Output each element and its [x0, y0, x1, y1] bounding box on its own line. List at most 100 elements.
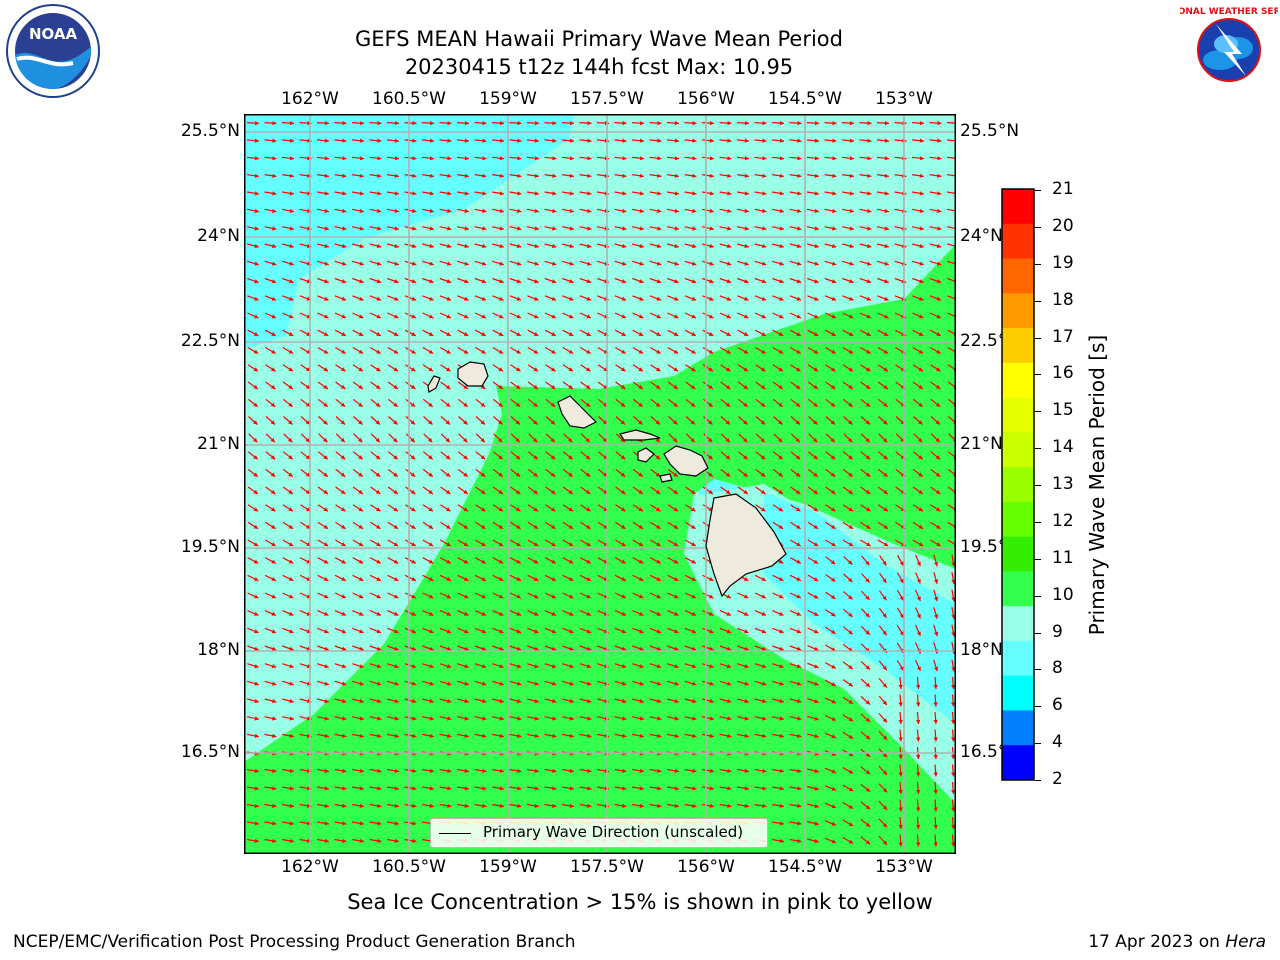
- wave-arrow-head: [951, 842, 955, 847]
- wave-arrow-head: [899, 596, 904, 601]
- wave-arrow-head: [271, 524, 276, 529]
- wave-arrow-head: [796, 524, 801, 529]
- wave-arrow-head: [621, 349, 626, 354]
- wave-arrow-head: [778, 489, 783, 494]
- wave-arrow-head: [936, 542, 941, 546]
- wave-arrow-head: [289, 138, 294, 143]
- wave-arrow-head: [621, 611, 626, 616]
- wave-arrow-head: [744, 296, 749, 301]
- wave-arrow-head: [515, 455, 521, 460]
- wave-arrow-head: [813, 367, 818, 372]
- wave-arrow-head: [638, 349, 644, 354]
- wave-arrow-head: [674, 664, 679, 669]
- wave-arrow-head: [551, 332, 556, 336]
- wave-arrow-head: [796, 646, 802, 651]
- wave-arrow-head: [622, 698, 627, 704]
- wave-arrow-head: [377, 716, 382, 721]
- colorbar-segment: [1002, 397, 1034, 433]
- wave-arrow-head: [639, 716, 644, 721]
- wave-arrow-head: [481, 261, 487, 266]
- wave-arrow-head: [762, 803, 767, 808]
- wave-arrow-head: [796, 681, 802, 686]
- wave-arrow-head: [935, 384, 941, 389]
- wave-arrow-head: [657, 173, 662, 178]
- wave-arrow-head: [481, 611, 486, 616]
- wave-arrow-head: [499, 664, 504, 669]
- colorbar-tick: 12: [1052, 510, 1074, 531]
- wave-arrow-head: [951, 632, 955, 637]
- wave-arrow-head: [709, 156, 714, 161]
- wave-arrow-head: [743, 437, 748, 443]
- wave-arrow-head: [691, 349, 696, 354]
- wave-arrow-head: [429, 681, 434, 686]
- wave-arrow-head: [569, 698, 574, 704]
- wave-arrow-head: [411, 559, 416, 564]
- colorbar-tick: 15: [1052, 400, 1074, 421]
- wave-arrow-head: [916, 631, 921, 636]
- wave-arrow-head: [428, 559, 434, 564]
- wave-arrow-head: [709, 314, 714, 319]
- wave-arrow-head: [411, 332, 416, 336]
- wave-arrow-head: [744, 594, 749, 599]
- wave-arrow-head: [762, 191, 767, 196]
- wave-arrow-head: [726, 594, 731, 599]
- wave-arrow-head: [884, 226, 889, 231]
- wave-arrow-head: [271, 594, 276, 599]
- wave-arrow-head: [883, 402, 888, 407]
- wave-arrow-head: [464, 121, 469, 126]
- legend-label: Primary Wave Direction (unscaled): [483, 823, 744, 841]
- wave-arrow-head: [463, 455, 468, 460]
- wave-arrow-head: [814, 296, 819, 301]
- wave-arrow-head: [884, 156, 889, 161]
- wave-arrow-head: [359, 698, 364, 704]
- wave-arrow-head: [289, 173, 294, 178]
- lat-tick-right: 24°N: [960, 226, 1003, 246]
- wave-arrow-head: [726, 332, 731, 336]
- wave-arrow-head: [534, 138, 539, 143]
- wave-arrow-head: [761, 681, 767, 686]
- wave-arrow-head: [376, 279, 382, 284]
- wave-arrow-head: [253, 455, 258, 460]
- wave-arrow-head: [569, 226, 574, 231]
- wave-arrow-head: [884, 261, 889, 266]
- wave-arrow-head: [760, 420, 765, 425]
- wave-arrow-head: [882, 578, 887, 583]
- wave-arrow-head: [271, 367, 276, 372]
- wave-arrow-head: [586, 349, 591, 354]
- wave-arrow-head: [323, 507, 328, 512]
- wave-arrow-head: [796, 559, 801, 564]
- wave-arrow-head: [552, 698, 557, 704]
- wave-arrow-head: [797, 208, 802, 213]
- wave-arrow-head: [935, 489, 941, 494]
- wave-arrow-head: [656, 279, 662, 284]
- wave-arrow-head: [937, 138, 942, 143]
- wave-arrow-head: [814, 629, 819, 634]
- wave-arrow-head: [708, 455, 713, 460]
- wave-arrow-head: [744, 173, 749, 178]
- wave-arrow-head: [480, 437, 485, 443]
- wave-arrow-head: [586, 681, 592, 686]
- colorbar-segment: [1002, 501, 1034, 538]
- wave-arrow-head: [550, 384, 556, 389]
- wave-arrow-head: [796, 507, 801, 512]
- wave-arrow-head: [761, 349, 766, 354]
- wave-arrow-head: [916, 702, 921, 707]
- wave-arrow-head: [865, 840, 871, 845]
- wave-arrow-head: [464, 733, 469, 738]
- wave-arrow-head: [341, 314, 346, 319]
- wave-arrow-head: [428, 472, 433, 477]
- wave-arrow-head: [377, 768, 382, 773]
- wave-arrow-head: [412, 786, 417, 791]
- wave-arrow-head: [814, 681, 819, 686]
- wave-arrow-head: [586, 664, 592, 669]
- wave-arrow-head: [569, 138, 574, 143]
- wave-arrow-head: [516, 524, 521, 529]
- wave-arrow-head: [481, 559, 486, 564]
- wave-arrow-head: [533, 420, 538, 425]
- wave-arrow-head: [639, 664, 644, 669]
- wave-arrow-head: [464, 681, 469, 686]
- wave-arrow-head: [656, 559, 661, 564]
- wave-arrow-head: [813, 349, 819, 354]
- wave-arrow-head: [743, 472, 748, 477]
- wave-arrow-head: [324, 243, 329, 249]
